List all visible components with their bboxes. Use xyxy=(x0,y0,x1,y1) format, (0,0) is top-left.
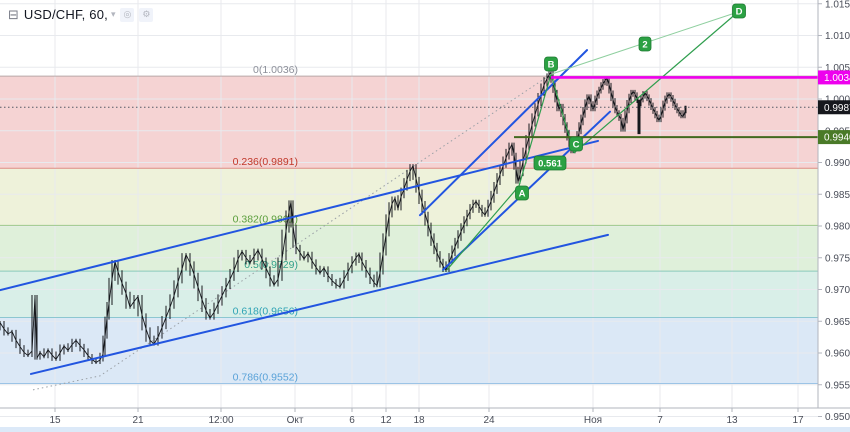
badge-label-C: C xyxy=(573,140,580,151)
time-tick-label: 12:00 xyxy=(208,415,233,426)
time-tick-label: 12 xyxy=(380,415,392,426)
badge-label-B: B xyxy=(548,60,555,71)
price-flag-label: 0.9940 xyxy=(824,133,850,144)
collapse-icon[interactable]: ⊟ xyxy=(8,7,19,22)
badge-box-B[interactable] xyxy=(544,56,558,72)
badge-box-A[interactable] xyxy=(515,185,529,201)
time-tick-label: 6 xyxy=(349,415,355,426)
price-tick-label: 1.0100 xyxy=(825,31,850,42)
fib-label-0: 0(1.0036) xyxy=(253,64,298,76)
pattern-segment-CD[interactable] xyxy=(573,11,739,154)
chevron-down-icon[interactable]: ▾ xyxy=(110,9,116,19)
time-tick-label: 15 xyxy=(49,415,61,426)
dotted-trendline[interactable] xyxy=(32,72,554,391)
fib-band-2 xyxy=(0,225,818,272)
time-tick-label: 24 xyxy=(483,415,495,426)
fib-label-0.5: 0.5(0.9729) xyxy=(244,259,298,271)
price-path xyxy=(0,71,687,364)
price-flag-label: 0.9987 xyxy=(824,103,850,114)
fib-band-1 xyxy=(0,168,818,226)
fib-bands xyxy=(0,76,818,384)
price-flag-1.0034 xyxy=(818,70,850,85)
price-flag-0.9987 xyxy=(818,100,850,115)
price-tick-label: 0.9500 xyxy=(825,412,850,423)
time-tick-label: 17 xyxy=(792,415,804,426)
fib-label-0.382: 0.382(0.9801) xyxy=(233,213,298,225)
badge-label-D: D xyxy=(736,7,743,18)
badge-box-2[interactable] xyxy=(638,36,652,52)
gridlines xyxy=(0,0,818,417)
time-tick-label: Окт xyxy=(287,415,304,426)
price-axis[interactable]: 1.01501.01001.00501.00000.99500.99000.98… xyxy=(817,0,850,432)
pattern-segment-OA[interactable] xyxy=(446,185,520,271)
bottom-strip xyxy=(0,427,850,432)
badge-box-0.561[interactable] xyxy=(533,155,567,171)
time-tick-label: Ноя xyxy=(584,415,602,426)
settings-gear-icon[interactable]: ⚙ xyxy=(139,7,154,22)
badge-label-0.561: 0.561 xyxy=(538,159,562,170)
price-flag-label: 1.0034 xyxy=(824,73,850,84)
time-tick-label: 7 xyxy=(657,415,663,426)
trendline-1[interactable] xyxy=(30,233,609,375)
fib-label-0.786: 0.786(0.9552) xyxy=(233,371,298,383)
trendline-0[interactable] xyxy=(0,139,599,292)
symbol-title[interactable]: USD/CHF, 60, xyxy=(23,7,108,22)
time-tick-label: 13 xyxy=(726,415,738,426)
fib-levels: 0(1.0036) 0.236(0.9891) 0.382(0.9801) 0.5(0… xyxy=(0,64,818,384)
badge-label-2: 2 xyxy=(642,40,647,51)
price-tick-label: 1.0050 xyxy=(825,63,850,74)
time-tick-label: 21 xyxy=(132,415,144,426)
badge-box-C[interactable] xyxy=(569,136,583,152)
fib-label-0.236: 0.236(0.9891) xyxy=(233,156,298,168)
price-tick-label: 1.0150 xyxy=(825,0,850,10)
pattern-segment-AB[interactable] xyxy=(518,74,552,187)
fib-band-3 xyxy=(0,271,818,318)
toggle-visibility-icon[interactable]: ◎ xyxy=(120,7,135,22)
price-series xyxy=(0,70,687,365)
pattern-badges: A B C D 2 0.561 xyxy=(515,3,746,201)
fib-band-0 xyxy=(0,76,818,169)
chart-legend: ⊟ USD/CHF, 60, ▾ ◎ ⚙ xyxy=(8,7,154,22)
badge-label-A: A xyxy=(519,189,526,200)
badge-box-D[interactable] xyxy=(732,3,746,19)
time-tick-label: 18 xyxy=(413,415,425,426)
price-flag-0.9940 xyxy=(818,130,850,145)
time-axis[interactable]: 15 21 12:00 Окт 6 12 18 24 Ноя 7 13 17 xyxy=(0,407,850,432)
fib-band-4 xyxy=(0,317,818,384)
